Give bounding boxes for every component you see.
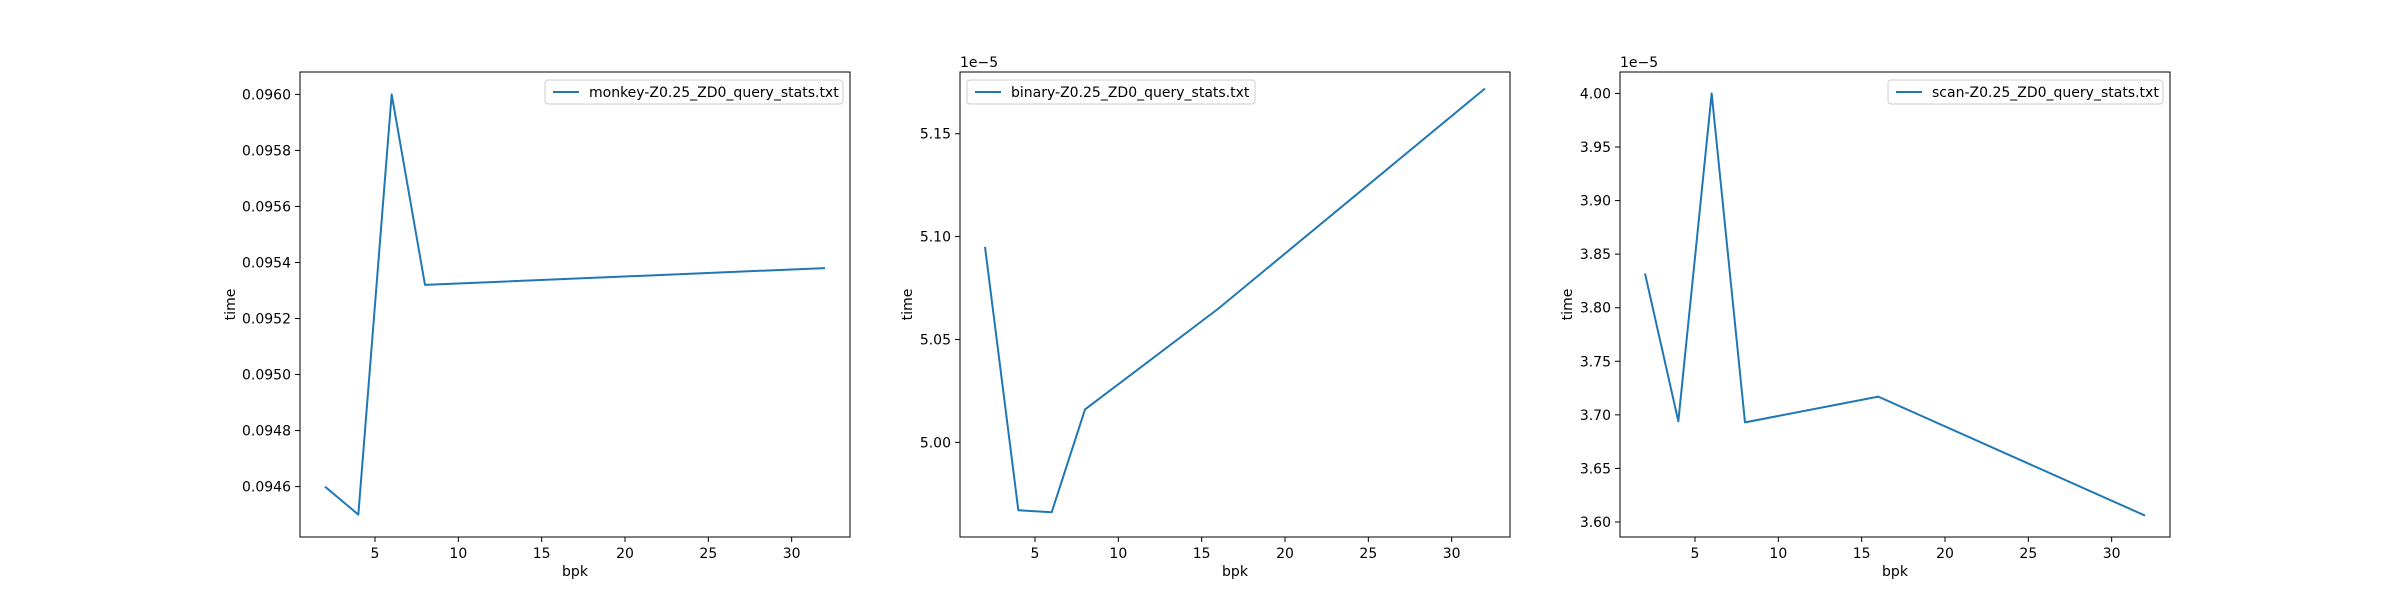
- x-axis-label: bpk: [1882, 564, 1909, 580]
- x-ticks: 5 10 15 20 25 30: [371, 537, 801, 562]
- plot-area-frame: [959, 71, 1511, 538]
- y-tick-label: 0.0946: [242, 480, 291, 496]
- legend-frame: [544, 79, 844, 105]
- series-line: [984, 87, 1486, 514]
- y-tick-label: 5.10: [920, 230, 951, 246]
- x-axis-label: bpk: [1222, 564, 1249, 580]
- series-lines: [984, 87, 1486, 514]
- y-tick-label: 3.85: [1580, 247, 1611, 263]
- x-tick-label: 20: [616, 546, 634, 562]
- legend: scan-Z0.25_ZD0_query_stats.txt: [1887, 79, 2164, 105]
- x-tick-label: 15: [533, 546, 551, 562]
- y-tick-label: 4.00: [1580, 86, 1611, 102]
- x-tick-label: 25: [2019, 546, 2037, 562]
- x-ticks: 5 10 15 20 25 30: [1031, 537, 1461, 562]
- x-tick-label: 5: [1031, 546, 1040, 562]
- x-tick-label: 5: [1691, 546, 1700, 562]
- series-lines: [324, 93, 826, 516]
- legend: binary-Z0.25_ZD0_query_stats.txt: [966, 79, 1256, 105]
- x-axis-label: bpk: [562, 564, 589, 580]
- y-tick-label: 0.0952: [242, 312, 291, 328]
- series-line: [1644, 92, 2146, 517]
- x-tick-label: 25: [1359, 546, 1377, 562]
- plot-area-frame: [299, 71, 851, 538]
- x-ticks: 5 10 15 20 25 30: [1691, 537, 2121, 562]
- x-tick-label: 10: [1769, 546, 1787, 562]
- y-tick-label: 3.60: [1580, 515, 1611, 531]
- y-tick-label: 3.75: [1580, 354, 1611, 370]
- x-tick-label: 5: [371, 546, 380, 562]
- x-tick-label: 30: [2103, 546, 2121, 562]
- series-line: [324, 93, 826, 516]
- y-axis-label: time: [900, 289, 916, 321]
- x-tick-label: 30: [783, 546, 801, 562]
- chart-panel-binary: 5 10 15 20 25 30 5.00 5.05 5.10 5.15 1e−5 bpk ti…: [900, 55, 1511, 580]
- legend-frame: [1887, 79, 2164, 105]
- y-tick-label: 5.05: [920, 332, 951, 348]
- x-tick-label: 20: [1276, 546, 1294, 562]
- plot-area-frame: [1619, 71, 2171, 538]
- legend-frame: [966, 79, 1256, 105]
- y-ticks: 0.0946 0.0948 0.0950 0.0952 0.0954 0.0956 0.09…: [242, 87, 300, 496]
- x-tick-label: 15: [1193, 546, 1211, 562]
- y-tick-label: 0.0950: [242, 368, 291, 384]
- y-tick-label: 5.15: [920, 127, 951, 143]
- chart-panel-monkey: 5 10 15 20 25 30 0.09460.09480.09500.09520.09…: [223, 71, 851, 580]
- y-tick-label: 3.90: [1580, 194, 1611, 210]
- x-tick-label: 25: [699, 546, 717, 562]
- y-tick-label: 3.70: [1580, 408, 1611, 424]
- legend: monkey-Z0.25_ZD0_query_stats.txt: [544, 79, 844, 105]
- y-tick-label: 0.0956: [242, 199, 291, 215]
- series-lines: [1644, 92, 2146, 517]
- legend-label: monkey-Z0.25_ZD0_query_stats.txt: [589, 85, 839, 101]
- y-tick-label: 0.0958: [242, 143, 291, 159]
- y-tick-label: 3.65: [1580, 461, 1611, 477]
- y-axis-label: time: [1560, 289, 1576, 321]
- x-tick-label: 30: [1443, 546, 1461, 562]
- y-tick-label: 0.0960: [242, 87, 291, 103]
- chart-panel-scan: 5 10 15 20 25 30 3.60 3.65 3.70 3.75 3.80 3.85 3.90…: [1560, 55, 2171, 580]
- y-tick-label: 0.0954: [242, 255, 291, 271]
- x-tick-label: 10: [449, 546, 467, 562]
- y-ticks: 5.00 5.05 5.10 5.15: [920, 127, 960, 451]
- y-axis-label: time: [223, 289, 239, 321]
- x-tick-label: 10: [1109, 546, 1127, 562]
- x-tick-label: 20: [1936, 546, 1954, 562]
- legend-label: binary-Z0.25_ZD0_query_stats.txt: [1011, 85, 1250, 101]
- y-tick-label: 3.80: [1580, 301, 1611, 317]
- x-tick-label: 15: [1853, 546, 1871, 562]
- offset-text: 1e−5: [1620, 55, 1658, 71]
- offset-text: 1e−5: [960, 55, 998, 71]
- y-tick-label: 0.0948: [242, 424, 291, 440]
- y-tick-label: 5.00: [920, 435, 951, 451]
- y-tick-label: 3.95: [1580, 140, 1611, 156]
- legend-label: scan-Z0.25_ZD0_query_stats.txt: [1932, 85, 2159, 101]
- y-ticks: 3.60 3.65 3.70 3.75 3.80 3.85 3.90 3.95 4.00: [1580, 86, 1620, 531]
